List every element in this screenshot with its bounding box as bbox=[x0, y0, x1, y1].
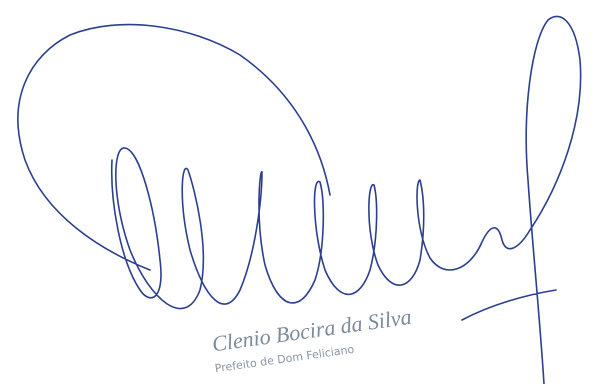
signature: Clenio Bocira da Silva Prefeito de Dom F… bbox=[0, 0, 612, 384]
page: Clenio Bocira da Silva Prefeito de Dom F… bbox=[0, 0, 612, 384]
